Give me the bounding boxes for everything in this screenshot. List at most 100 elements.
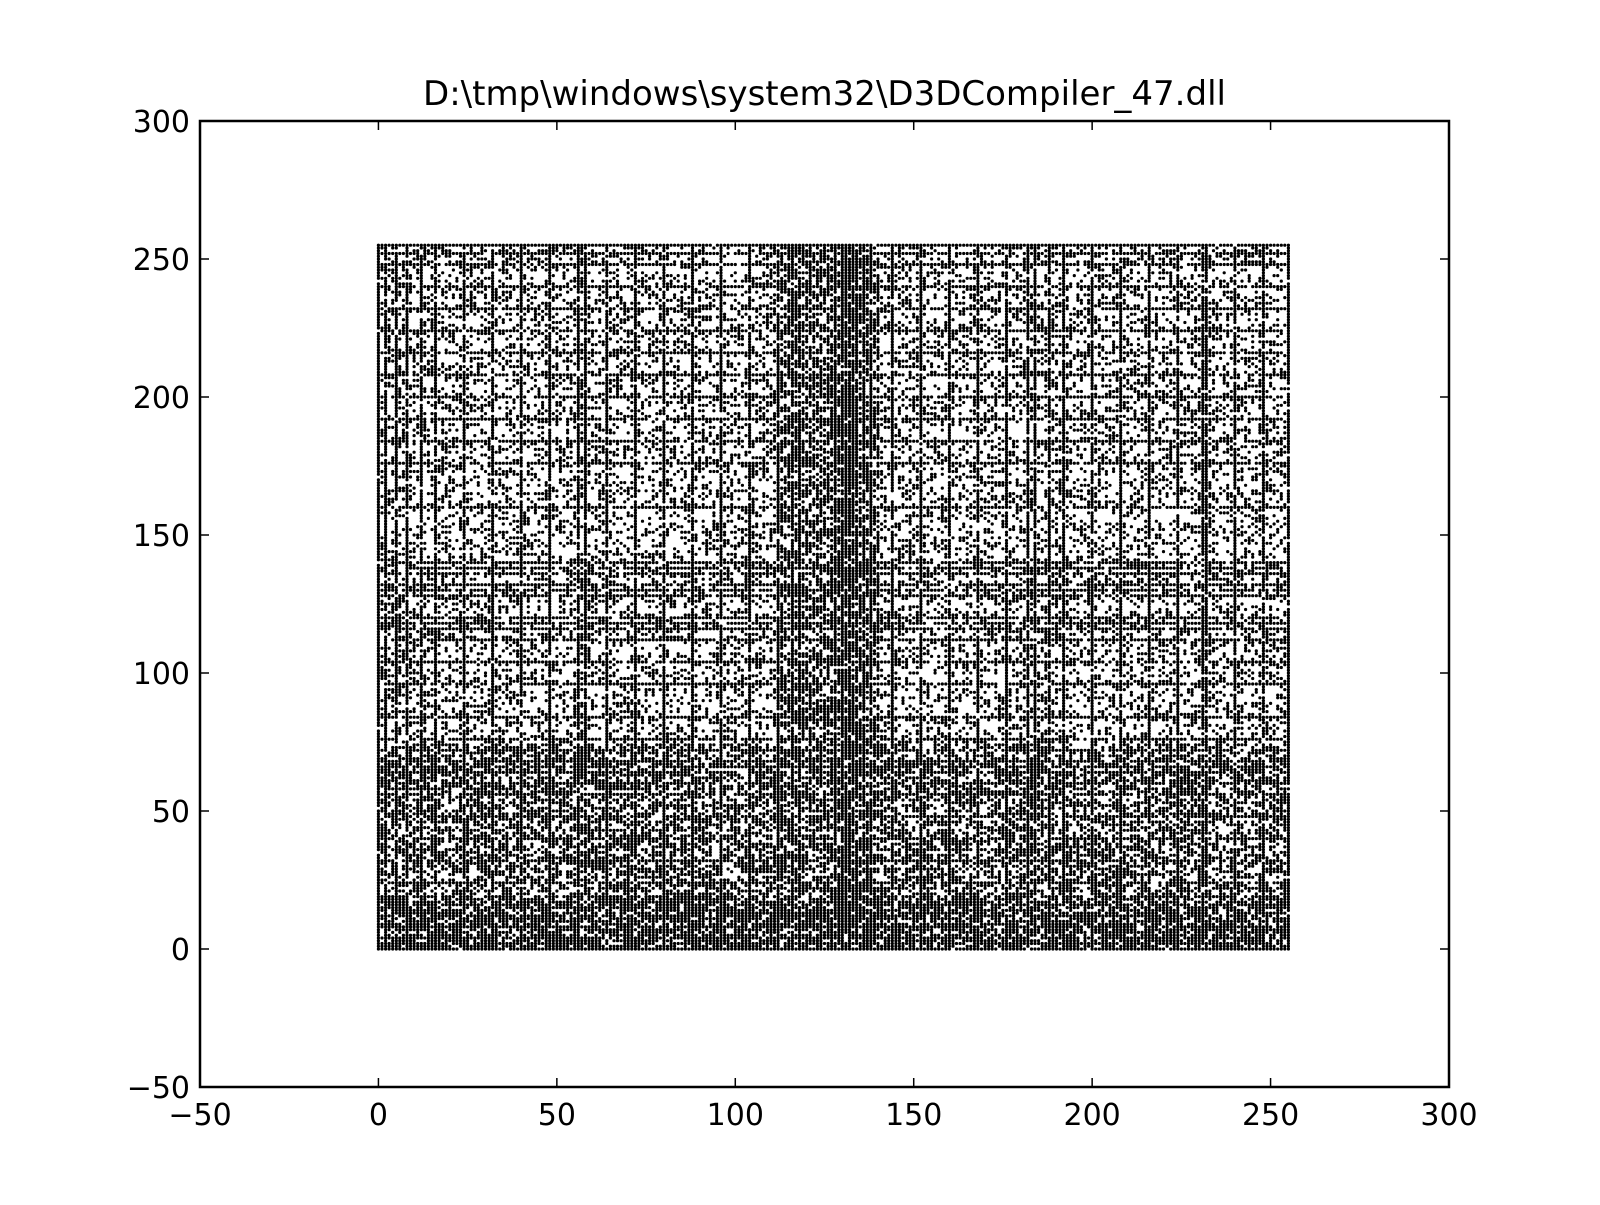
data-point bbox=[405, 475, 409, 479]
data-point bbox=[473, 583, 477, 587]
data-point bbox=[423, 900, 427, 904]
data-point bbox=[384, 585, 388, 590]
data-point bbox=[469, 630, 473, 634]
data-point bbox=[405, 398, 409, 402]
data-point bbox=[487, 740, 491, 744]
data-point bbox=[394, 246, 398, 250]
data-point bbox=[419, 533, 423, 537]
data-point bbox=[384, 602, 388, 606]
data-point bbox=[466, 781, 470, 786]
data-point bbox=[462, 610, 466, 614]
data-point bbox=[487, 500, 491, 504]
data-point bbox=[430, 900, 434, 904]
data-point bbox=[448, 812, 452, 816]
data-point bbox=[451, 922, 455, 926]
data-point bbox=[458, 464, 463, 468]
data-point bbox=[441, 574, 445, 579]
data-point bbox=[419, 754, 423, 758]
data-point bbox=[462, 674, 466, 678]
data-point bbox=[408, 792, 413, 797]
data-point bbox=[480, 445, 484, 449]
data-point bbox=[494, 699, 498, 703]
data-point bbox=[480, 453, 484, 457]
data-point bbox=[384, 853, 388, 857]
data-point bbox=[423, 693, 427, 697]
data-point bbox=[394, 875, 398, 879]
data-point bbox=[394, 431, 398, 435]
data-point bbox=[398, 337, 402, 341]
data-point bbox=[466, 737, 470, 741]
data-point bbox=[491, 340, 495, 344]
data-point bbox=[466, 906, 470, 910]
data-point bbox=[376, 298, 380, 302]
data-point bbox=[451, 743, 455, 747]
data-point bbox=[412, 583, 416, 587]
data-point bbox=[412, 638, 416, 642]
data-point bbox=[483, 417, 488, 421]
data-point bbox=[376, 674, 380, 678]
data-point bbox=[380, 654, 384, 659]
data-point bbox=[391, 914, 395, 918]
data-point bbox=[469, 508, 473, 512]
data-point bbox=[394, 287, 398, 291]
data-point bbox=[380, 616, 384, 620]
data-point bbox=[376, 354, 380, 358]
data-point bbox=[444, 461, 448, 465]
data-point bbox=[391, 561, 395, 565]
data-point bbox=[433, 914, 438, 918]
data-point bbox=[412, 812, 416, 816]
data-point bbox=[380, 828, 384, 832]
data-point bbox=[394, 933, 398, 937]
data-point bbox=[416, 743, 420, 747]
data-point bbox=[448, 900, 452, 904]
data-point bbox=[437, 467, 441, 471]
data-point bbox=[462, 859, 466, 863]
data-point bbox=[441, 699, 445, 703]
data-point bbox=[384, 839, 388, 844]
data-point bbox=[405, 671, 409, 675]
data-point bbox=[473, 892, 477, 896]
data-point bbox=[491, 878, 495, 882]
data-point bbox=[476, 878, 480, 882]
data-point bbox=[441, 431, 445, 435]
data-point bbox=[469, 784, 473, 788]
data-point bbox=[451, 522, 455, 526]
data-point bbox=[419, 417, 423, 421]
data-point bbox=[441, 864, 445, 868]
data-point bbox=[469, 450, 473, 454]
data-point bbox=[444, 768, 448, 772]
data-point bbox=[419, 285, 423, 289]
data-point bbox=[376, 378, 380, 382]
data-point bbox=[462, 307, 466, 311]
data-point bbox=[376, 903, 380, 907]
data-point bbox=[401, 596, 405, 601]
data-point bbox=[401, 260, 405, 264]
data-point bbox=[376, 274, 380, 278]
data-point bbox=[398, 475, 402, 479]
data-point bbox=[473, 928, 477, 932]
data-point bbox=[405, 784, 409, 788]
data-point bbox=[394, 845, 398, 849]
data-point bbox=[384, 745, 388, 750]
data-point bbox=[401, 787, 405, 791]
data-point bbox=[441, 320, 445, 325]
data-point bbox=[451, 933, 455, 937]
data-point bbox=[469, 285, 473, 289]
data-point bbox=[384, 726, 388, 730]
data-point bbox=[384, 436, 388, 440]
data-point bbox=[483, 718, 488, 722]
data-point bbox=[405, 941, 409, 946]
data-point bbox=[426, 936, 430, 940]
data-point bbox=[394, 790, 398, 794]
data-point bbox=[455, 867, 459, 871]
data-point bbox=[494, 671, 498, 675]
data-point bbox=[476, 859, 480, 863]
data-point bbox=[444, 251, 448, 256]
data-point bbox=[476, 704, 480, 708]
data-point bbox=[419, 458, 423, 463]
data-point bbox=[426, 881, 430, 885]
data-point bbox=[462, 602, 466, 606]
data-point bbox=[448, 881, 452, 885]
data-point bbox=[394, 519, 398, 523]
data-point bbox=[494, 922, 498, 926]
